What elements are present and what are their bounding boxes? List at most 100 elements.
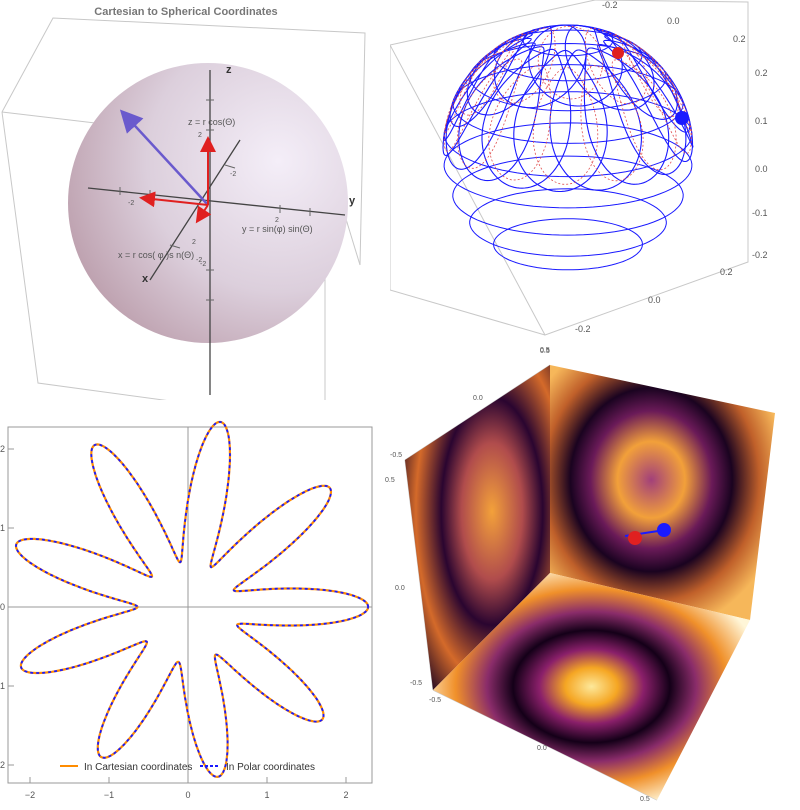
tick-label: 2 xyxy=(275,217,279,224)
wireframe-plot[interactable]: -0.2 0.0 0.2 0.2 0.1 0.0 -0.1 -0.2 0.2 0… xyxy=(389,0,800,355)
y-component-vector xyxy=(139,191,209,208)
wireframe-loop xyxy=(458,46,545,182)
wireframe-red-loop xyxy=(625,50,692,154)
rose-curve-chart[interactable]: −2 −1 0 1 2 2 1 0 −1 −2 In Cartesian coordinates … xyxy=(0,420,385,805)
tick-label: 0.0 xyxy=(648,295,661,305)
back-wall-density xyxy=(550,365,775,620)
sphere-panel: Cartesian to Spherical Coordinates z y x… xyxy=(0,0,385,423)
tick-label: -0.2 xyxy=(752,250,768,260)
z-axis-label: z xyxy=(226,64,232,76)
tick-label: -2 xyxy=(200,261,206,268)
wireframe-loop xyxy=(603,39,694,163)
legend-label-polar: In Polar coordinates xyxy=(226,762,315,773)
density-cube-panel: 0.5 0.0 -0.5 0.5 0.0 -0.5 -0.5 0.0 0.5 xyxy=(385,345,800,805)
tick-label: 0.5 xyxy=(640,796,650,803)
tick-label: 0.2 xyxy=(733,34,746,44)
y-tick-label: −2 xyxy=(0,760,5,770)
tick-label: 0.5 xyxy=(540,348,550,355)
y-axis xyxy=(87,187,346,216)
legend-label-cartesian: In Cartesian coordinates xyxy=(84,762,192,773)
position-vector xyxy=(119,109,209,206)
floor-density xyxy=(433,573,750,800)
wireframe-loop xyxy=(481,48,572,189)
x-tick-label: 0 xyxy=(185,790,190,800)
wireframe-red-loop xyxy=(613,33,680,118)
blue-marker xyxy=(675,111,689,125)
wireframe-ring xyxy=(493,218,643,271)
tick-label: -2 xyxy=(230,171,236,178)
wireframe-loop xyxy=(583,47,670,185)
wireframe-red-loop xyxy=(488,64,552,181)
tick-label: -0.5 xyxy=(390,452,402,459)
sphere-plot[interactable]: Cartesian to Spherical Coordinates z y x… xyxy=(0,0,385,423)
tick-label: 0.0 xyxy=(755,164,768,174)
tick-label: -0.5 xyxy=(410,680,422,687)
chart-title: Cartesian to Spherical Coordinates xyxy=(94,6,277,18)
wireframe-loop xyxy=(494,24,587,109)
red-marker xyxy=(612,47,624,59)
z-equation: z = r cos(Θ) xyxy=(188,117,235,127)
tick-label: 0.1 xyxy=(755,116,768,126)
x-tick-label: −2 xyxy=(25,790,35,800)
x-tick-label: 1 xyxy=(264,790,269,800)
wireframe-red-loop xyxy=(492,27,556,104)
tick-label: 0.0 xyxy=(667,16,680,26)
tick-label: 0.2 xyxy=(720,267,733,277)
x-axis xyxy=(149,139,241,281)
tick-label: 0.2 xyxy=(755,68,768,78)
wireframe-sphere xyxy=(442,24,694,271)
wireframe-ring xyxy=(443,91,693,178)
wireframe-ring xyxy=(522,24,614,57)
tick-marks xyxy=(8,448,347,783)
wireframe-red-loop xyxy=(532,67,599,185)
tick-label: 0.0 xyxy=(395,585,405,592)
tick-label: 0.5 xyxy=(385,477,395,484)
tick-label: 2 xyxy=(192,239,196,246)
legend: In Cartesian coordinates In Polar coordi… xyxy=(60,762,315,773)
wireframe-ring xyxy=(452,155,684,236)
wireframe-loop xyxy=(528,24,623,107)
wireframe-red-loop xyxy=(459,32,525,116)
wireframe-ring xyxy=(469,188,667,257)
tick-label: -2 xyxy=(128,200,134,207)
wireframe-red-loop xyxy=(611,59,677,171)
y-tick-label: 0 xyxy=(0,602,5,612)
y-axis-label: y xyxy=(349,195,356,207)
bounding-box xyxy=(389,0,749,336)
wireframe-loop xyxy=(442,37,532,157)
wireframe-loop xyxy=(513,49,608,193)
left-wall-density xyxy=(405,365,550,690)
wireframe-ring xyxy=(443,122,693,209)
wireframe-red-loop xyxy=(444,40,511,133)
red-marker xyxy=(628,531,642,545)
blue-marker xyxy=(657,523,671,537)
wireframe-red-loop xyxy=(443,50,510,152)
density-cube-plot[interactable]: 0.5 0.0 -0.5 0.5 0.0 -0.5 -0.5 0.0 0.5 xyxy=(385,345,800,805)
tick-label: 2 xyxy=(198,132,202,139)
x-tick-label: −1 xyxy=(104,790,114,800)
tick-label: -0.5 xyxy=(429,697,441,704)
wireframe-loop xyxy=(549,49,642,191)
x-tick-label: 2 xyxy=(343,790,348,800)
wireframe-loop xyxy=(597,44,687,175)
tick-label: -0.1 xyxy=(752,208,768,218)
tick-label: -0.2 xyxy=(602,0,618,10)
y-tick-label: 1 xyxy=(0,523,5,533)
plot-frame xyxy=(7,426,373,784)
tick-label: 0.5 xyxy=(540,347,550,354)
y-tick-label: −1 xyxy=(0,681,5,691)
wireframe-red-loop xyxy=(537,25,604,100)
wireframe-red-loop xyxy=(584,27,648,105)
wireframe-red-loop xyxy=(626,41,693,136)
x-axis-label: x xyxy=(142,273,149,285)
tick-label: -0.2 xyxy=(575,324,591,334)
tick-label: 0.0 xyxy=(473,395,483,402)
x-component-vector xyxy=(195,204,212,224)
x-equation: x = r cos( φ )s n(Θ) xyxy=(118,250,194,260)
rose-curve-panel: −2 −1 0 1 2 2 1 0 −1 −2 In Cartesian coordinates … xyxy=(0,420,385,805)
tick-label: 0.0 xyxy=(537,745,547,752)
y-tick-label: 2 xyxy=(0,444,5,454)
tick-label: -2 xyxy=(196,257,202,264)
y-equation: y = r sin(φ) sin(Θ) xyxy=(242,224,313,234)
polar-series-line xyxy=(15,421,369,778)
